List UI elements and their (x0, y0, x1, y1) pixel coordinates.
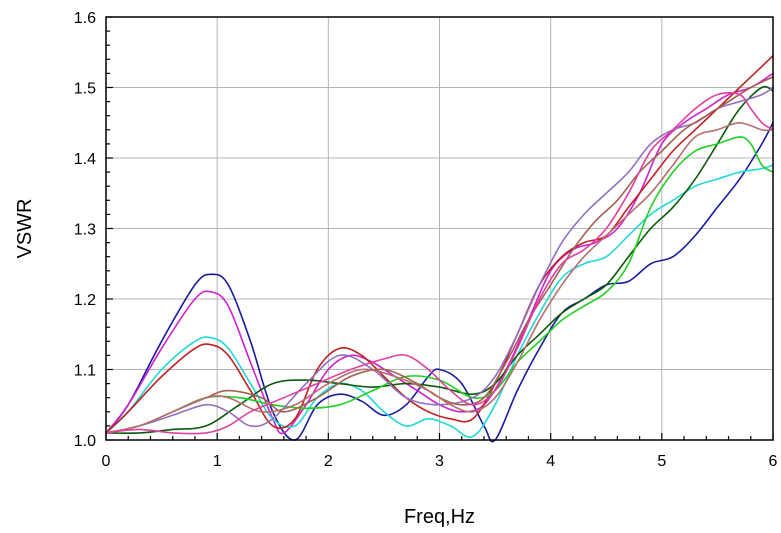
series-line-1 (105, 122, 774, 443)
y-axis-label: VSWR (14, 199, 36, 259)
series-line-7 (105, 86, 774, 434)
x-tick-label: 2 (324, 453, 333, 470)
y-tick-label: 1.1 (74, 363, 96, 380)
x-tick-label: 6 (769, 453, 778, 470)
x-tick-label: 3 (435, 453, 444, 470)
x-tick-label: 0 (102, 453, 111, 470)
y-tick-label: 1.4 (74, 151, 96, 168)
y-tick-label: 1.6 (74, 10, 96, 27)
series-line-4 (105, 55, 774, 434)
y-tick-labels: 1.0 1.1 1.2 1.3 1.4 1.5 1.6 (74, 10, 96, 450)
series-line-10 (105, 92, 774, 435)
y-tick-label: 1.0 (74, 433, 96, 450)
axis-ticks (105, 16, 774, 441)
x-tick-label: 4 (546, 453, 555, 470)
series-line-3 (105, 164, 774, 438)
x-tick-label: 1 (213, 453, 222, 470)
x-tick-label: 5 (657, 453, 666, 470)
series-line-9 (105, 122, 774, 434)
series-line-8 (105, 76, 774, 434)
y-tick-label: 1.2 (74, 292, 96, 309)
x-tick-labels: 0 1 2 3 4 5 6 (102, 453, 778, 470)
y-tick-label: 1.5 (74, 81, 96, 98)
y-tick-label: 1.3 (74, 222, 96, 239)
x-axis-label: Freq,Hz (404, 506, 475, 528)
series-lines (105, 55, 774, 443)
